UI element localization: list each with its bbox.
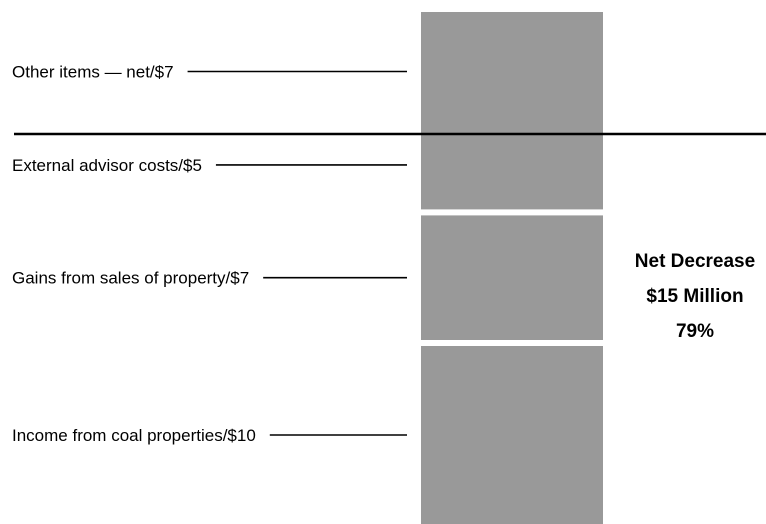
- segment-label-income-from-coal-properties-10: Income from coal properties/$10: [12, 426, 256, 445]
- segment-labels: Income from coal properties/$10 Gains fro…: [12, 63, 256, 446]
- bar-segment-gains-from-sales-of-property-7: [421, 215, 603, 340]
- bar-segments: [421, 12, 603, 524]
- segment-label-gains-from-sales-of-property-7: Gains from sales of property/$7: [12, 269, 249, 288]
- segment-label-external-advisor-costs-5: External advisor costs/$5: [12, 156, 202, 175]
- annotation-line-2: $15 Million: [646, 286, 743, 307]
- bar-segment-other-items-net-7: [421, 12, 603, 131]
- segment-label-other-items-net-7: Other items — net/$7: [12, 63, 174, 82]
- annotation-line-1: Net Decrease: [635, 251, 755, 272]
- leader-lines: [187, 70, 407, 436]
- annotation-line-3: 79%: [676, 321, 714, 342]
- bar-segment-income-from-coal-properties-10: [421, 346, 603, 524]
